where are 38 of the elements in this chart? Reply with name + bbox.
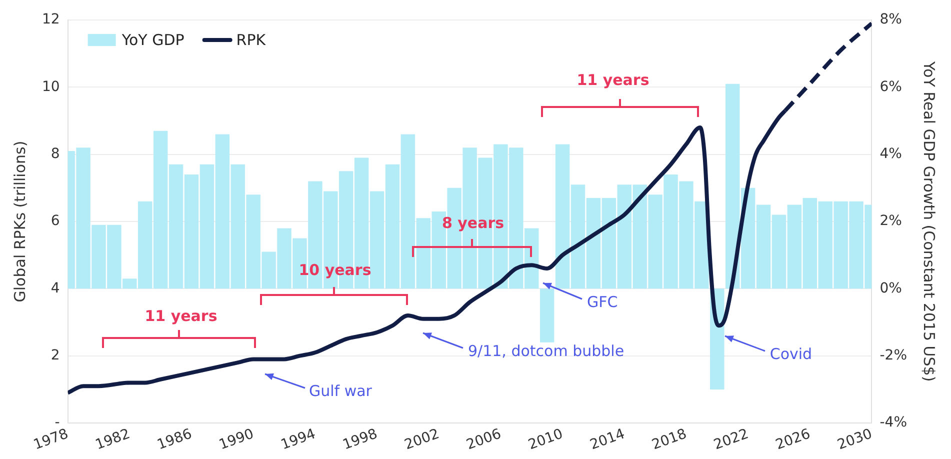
x-tick-label: 2030	[835, 426, 874, 454]
annotation: GFC	[587, 292, 618, 312]
y2-tick-label: 4%	[880, 146, 902, 162]
x-tick-label: 2022	[712, 426, 751, 454]
y2-tick-label: 2%	[880, 213, 902, 230]
x-tick-label: 1990	[217, 426, 256, 454]
x-tick-label: 2006	[464, 426, 504, 454]
y-tick-label: 4	[50, 280, 60, 296]
x-tick-label: 1998	[340, 426, 380, 454]
x-tick-label: 2014	[588, 426, 628, 454]
y-tick-label: 8	[50, 146, 60, 162]
x-tick-label: 1982	[93, 426, 132, 454]
y2-tick-label: 6%	[880, 78, 902, 95]
x-tick-label: 2002	[402, 426, 442, 454]
y-tick-label: 10	[42, 78, 60, 95]
y2-tick-label: 8%	[880, 12, 902, 28]
y2-tick-label: -2%	[880, 347, 908, 364]
x-tick-label: 2010	[526, 426, 566, 454]
annotation: 10 years	[298, 260, 372, 280]
x-tick-label: 2026	[774, 426, 813, 454]
x-tick-label: 1986	[155, 426, 194, 454]
y-tick-label: 2	[50, 347, 60, 364]
annotation: 11 years	[144, 306, 218, 326]
annotation: Gulf war	[309, 381, 372, 401]
legend-label: RPK	[236, 30, 267, 49]
annotation: Covid	[770, 344, 812, 364]
annotation: 11 years	[576, 70, 650, 90]
y2-axis-title: YoY Real GDP Growth (Constant 2015 US$)	[920, 60, 938, 382]
y2-tick-label: 0%	[880, 280, 902, 296]
y-axis-title: Global RPKs (trillions)	[10, 140, 29, 302]
x-tick-label: 2018	[650, 426, 689, 454]
annotation: 8 years	[440, 213, 506, 233]
y-tick-label: 6	[50, 213, 60, 230]
annotation: 9/11, dotcom bubble	[468, 341, 624, 361]
y2-tick-label: -4%	[880, 414, 908, 431]
x-tick-label: 1994	[278, 426, 318, 454]
y-tick-label: 12	[42, 12, 60, 28]
legend-label: YoY GDP	[120, 30, 184, 49]
